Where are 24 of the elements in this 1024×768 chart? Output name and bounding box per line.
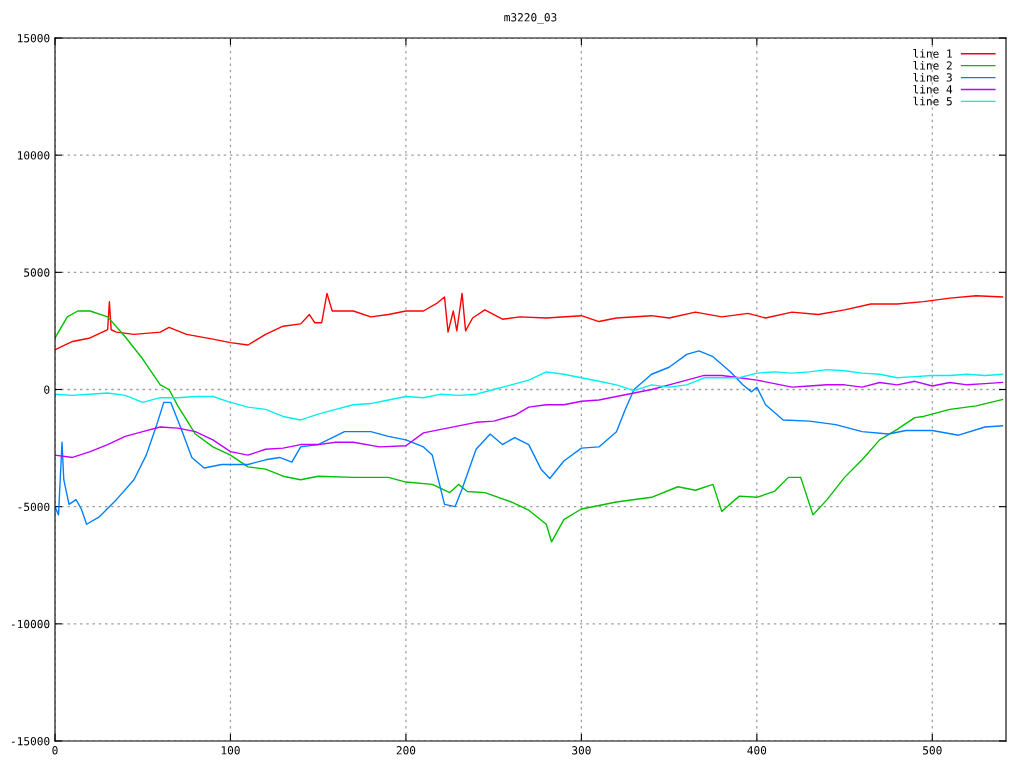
x-tick-label: 300	[572, 746, 591, 755]
line-series	[55, 368, 1004, 421]
legend-label: line 5	[913, 96, 952, 106]
x-tick-label: 500	[923, 746, 942, 755]
line-series	[55, 374, 1004, 459]
y-tick-label: -5000	[18, 502, 50, 512]
x-tick-label: 100	[221, 746, 240, 755]
x-tick-label: 200	[396, 746, 416, 755]
line-series	[55, 310, 1004, 543]
y-tick-label: -10000	[11, 619, 50, 629]
chart-title: m3220_03	[504, 13, 557, 24]
legend-label: line 4	[913, 84, 953, 94]
legend-label: line 1	[913, 49, 952, 58]
line-series	[55, 350, 1004, 525]
y-tick-label: 15000	[18, 34, 50, 43]
line-series	[55, 292, 1004, 351]
y-tick-label: -15000	[11, 737, 50, 746]
legend-label: line 3	[913, 72, 952, 82]
y-tick-label: 5000	[24, 268, 50, 277]
legend-label: line 2	[913, 61, 952, 70]
y-tick-label: 0	[44, 385, 50, 394]
x-tick-label: 0	[52, 746, 58, 755]
x-tick-label: 400	[747, 746, 767, 755]
y-tick-label: 10000	[18, 151, 50, 160]
